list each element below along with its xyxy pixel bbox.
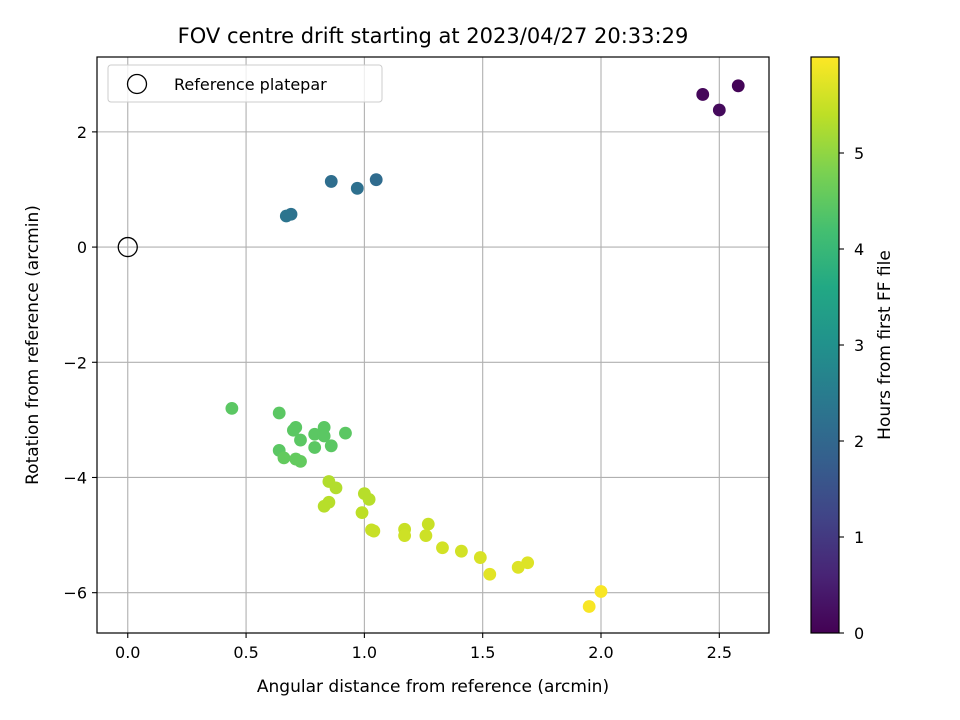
x-axis-title: Angular distance from reference (arcmin) [257, 677, 609, 697]
colorbar: 0 1 2 3 4 5 Hours from first FF file [810, 56, 895, 643]
colorbar-tick-label: 5 [854, 144, 864, 163]
scatter-point [324, 439, 338, 453]
colorbar-tick-label: 3 [854, 336, 864, 355]
colorbar-title: Hours from first FF file [875, 250, 895, 440]
scatter-point [521, 556, 535, 570]
scatter-point [419, 529, 433, 543]
scatter-point [339, 426, 352, 440]
scatter-point [511, 560, 525, 574]
x-tick-label: 2.0 [588, 643, 613, 662]
y-tick-label: 0 [77, 238, 87, 257]
scatter-point [279, 209, 293, 223]
x-tick-label: 2.5 [707, 643, 732, 662]
scatter-point [398, 529, 412, 543]
scatter-point [367, 524, 381, 538]
scatter-point [225, 401, 239, 415]
y-tick-label: −4 [63, 468, 87, 487]
legend: Reference platepar [107, 64, 383, 103]
y-axis-title: Rotation from reference (arcmin) [23, 205, 43, 485]
scatter-point [308, 427, 322, 441]
x-tick-label: 1.0 [352, 643, 377, 662]
scatter-point [421, 517, 435, 531]
scatter-point [473, 551, 487, 564]
reference-point-marker [117, 236, 138, 258]
scatter-point [712, 103, 726, 117]
legend-label-reference: Reference platepar [174, 75, 327, 94]
chart-title: FOV centre drift starting at 2023/04/27 … [178, 24, 689, 48]
y-axis-ticks: −6 −4 −2 0 2 [63, 123, 97, 603]
x-tick-label: 0.0 [115, 643, 140, 662]
scatter-point [308, 441, 322, 454]
scatter-points [225, 79, 745, 613]
scatter-point [436, 541, 449, 555]
scatter-point [369, 173, 383, 187]
scatter-point [731, 79, 745, 93]
scatter-point [350, 181, 364, 195]
scatter-point [594, 585, 608, 598]
colorbar-tick-label: 0 [854, 624, 864, 643]
plot-frame [96, 56, 770, 634]
x-axis-ticks: 0.0 0.5 1.0 1.5 2.0 2.5 [115, 633, 732, 662]
scatter-point [483, 567, 497, 581]
y-tick-label: 2 [77, 123, 87, 142]
scatter-point [582, 600, 596, 613]
colorbar-tick-label: 1 [854, 528, 864, 547]
colorbar-ticks: 0 1 2 3 4 5 [839, 144, 864, 643]
scatter-point [317, 499, 331, 513]
scatter-point [294, 454, 307, 468]
scatter-point [324, 175, 338, 188]
scatter-point [696, 88, 710, 101]
colorbar-tick-label: 4 [854, 240, 864, 259]
scatter-point [272, 406, 286, 420]
scatter-point [294, 433, 307, 447]
x-tick-label: 1.5 [470, 643, 495, 662]
scatter-point [317, 429, 331, 443]
legend-box [107, 64, 383, 103]
grid-lines [97, 57, 769, 633]
y-tick-label: −2 [63, 353, 87, 372]
scatter-point [329, 481, 343, 495]
scatter-point [362, 492, 376, 506]
scatter-point [286, 423, 300, 437]
scatter-point [454, 544, 468, 558]
legend-marker-icon [126, 73, 148, 95]
scatter-point [355, 506, 369, 520]
colorbar-tick-label: 2 [854, 432, 864, 451]
scatter-point [277, 451, 291, 465]
y-tick-label: −6 [63, 584, 87, 603]
colorbar-gradient [810, 56, 840, 634]
x-tick-label: 0.5 [233, 643, 258, 662]
